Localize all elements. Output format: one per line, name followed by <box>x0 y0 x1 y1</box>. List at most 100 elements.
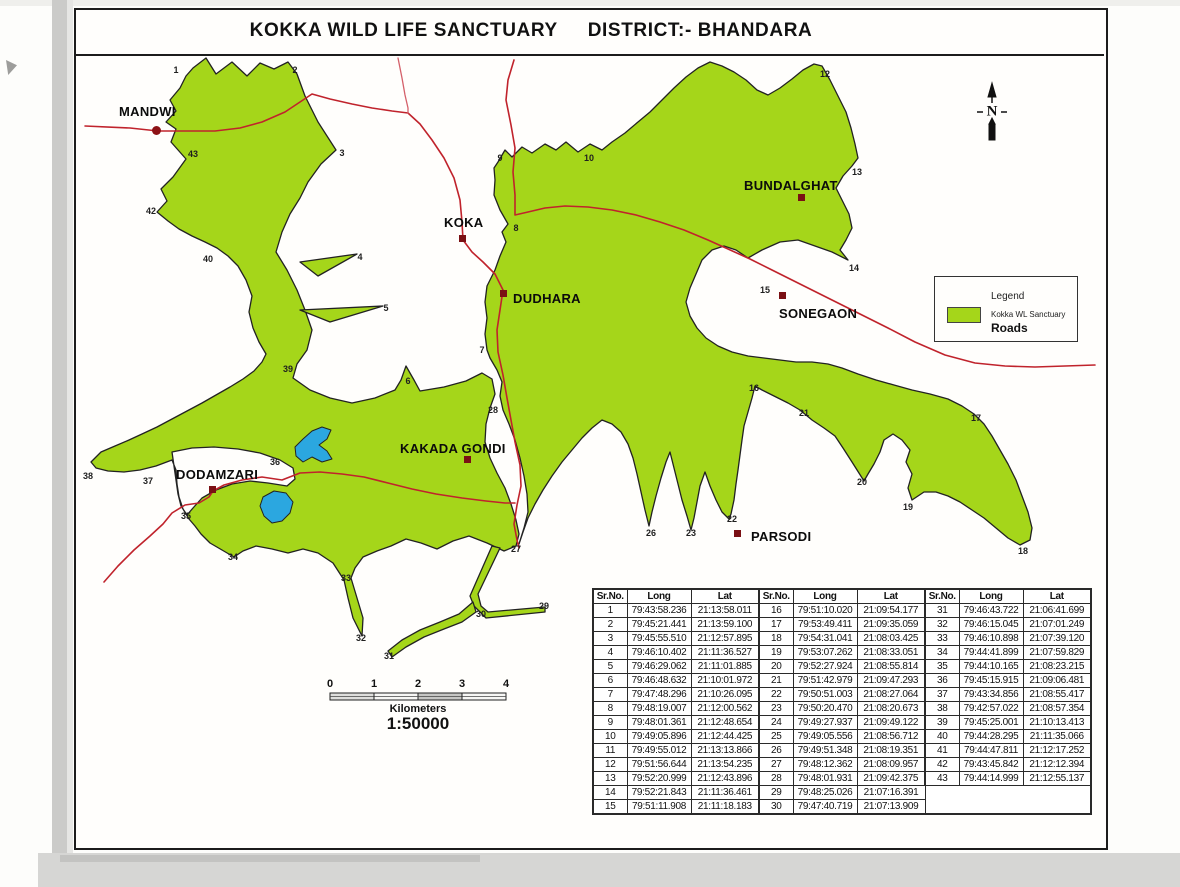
table-cell: 20 <box>758 659 794 674</box>
table-cell: 21:11:36.461 <box>690 785 760 800</box>
place-marker-dudhara <box>500 290 507 297</box>
table-cell: 79:44:28.295 <box>958 729 1024 744</box>
table-cell: 79:51:11.908 <box>626 799 692 815</box>
table-cell: 30 <box>758 799 794 815</box>
table-cell: 21:08:19.351 <box>856 743 926 758</box>
table-cell: 21:08:03.425 <box>856 631 926 646</box>
table-cell: 26 <box>758 743 794 758</box>
table-cell: 14 <box>592 785 628 800</box>
table-cell: 79:48:25.026 <box>792 785 858 800</box>
place-label-dudhara: DUDHARA <box>513 291 581 306</box>
scale-bar <box>329 692 507 701</box>
sanctuary-sliver-south <box>469 545 546 619</box>
table-cell: 79:45:15.915 <box>958 673 1024 688</box>
table-cell <box>925 800 959 815</box>
table-cell <box>1023 786 1091 800</box>
table-cell: 25 <box>758 729 794 744</box>
scale-tick-label: 1 <box>370 678 378 690</box>
sanctuary-polygon-west <box>90 57 520 637</box>
boundary-point-number: 42 <box>145 206 157 216</box>
boundary-point-number: 13 <box>851 167 863 177</box>
table-cell: 79:49:05.556 <box>792 729 858 744</box>
boundary-point-number: 26 <box>645 528 657 538</box>
table-cell <box>959 786 1023 800</box>
table-cell: 21:12:12.394 <box>1022 757 1092 772</box>
boundary-point-number: 21 <box>798 408 810 418</box>
road-branch <box>397 57 409 114</box>
legend-roads-label: Roads <box>991 321 1028 335</box>
boundary-point-number: 27 <box>510 544 522 554</box>
table-cell: 21:09:35.059 <box>856 617 926 632</box>
table-cell: 21:11:35.066 <box>1022 729 1092 744</box>
table-cell <box>1023 800 1091 815</box>
map-title-bar: KOKKA WILD LIFE SANCTUARY DISTRICT:- BHAN… <box>74 8 1104 56</box>
scan-artifact <box>67 0 73 887</box>
boundary-point-number: 19 <box>902 502 914 512</box>
boundary-point-number: 30 <box>475 609 487 619</box>
table-header-cell: Long <box>792 588 858 604</box>
scale-tick-label: 3 <box>458 678 466 690</box>
boundary-point-number: 39 <box>282 364 294 374</box>
table-cell: 21:13:59.100 <box>690 617 760 632</box>
lake <box>259 490 294 524</box>
place-label-koka: KOKA <box>444 215 484 230</box>
scan-artifact <box>0 0 1180 6</box>
scale-ratio-label: 1:50000 <box>386 714 450 733</box>
table-cell: 18 <box>758 631 794 646</box>
table-cell: 29 <box>758 785 794 800</box>
table-cell: 79:49:27.937 <box>792 715 858 730</box>
boundary-point-number: 36 <box>269 457 281 467</box>
table-cell: 79:46:10.402 <box>626 645 692 660</box>
boundary-point-number: 3 <box>339 148 345 158</box>
table-cell: 79:52:27.924 <box>792 659 858 674</box>
table-cell: 79:43:45.842 <box>958 757 1024 772</box>
place-marker-bundalghat <box>798 194 805 201</box>
table-cell: 21:10:13.413 <box>1022 715 1092 730</box>
boundary-point-number: 23 <box>685 528 697 538</box>
table-header-cell: Long <box>958 588 1024 604</box>
place-label-sonegaon: SONEGAON <box>779 306 858 321</box>
place-label-bundalghat: BUNDALGHAT <box>744 178 838 193</box>
north-label: N <box>986 103 998 120</box>
scale-unit-label: Kilometers <box>389 703 447 715</box>
place-marker-sonegaon <box>779 292 786 299</box>
table-cell: 21:08:23.215 <box>1022 659 1092 674</box>
table-cell: 79:52:21.843 <box>626 785 692 800</box>
table-cell: 21:11:36.527 <box>690 645 760 660</box>
table-cell: 79:44:47.811 <box>958 743 1024 758</box>
table-cell: 13 <box>592 771 628 786</box>
table-cell: 21:09:49.122 <box>856 715 926 730</box>
boundary-point-number: 38 <box>82 471 94 481</box>
table-cell: 35 <box>924 659 960 674</box>
table-cell: 21:11:01.885 <box>690 659 760 674</box>
table-cell: 21 <box>758 673 794 688</box>
scan-artifact <box>60 855 480 862</box>
legend-box: Legend Kokka WL Sanctuary Roads <box>934 276 1078 342</box>
table-cell: 79:46:43.722 <box>958 603 1024 618</box>
table-cell: 79:49:51.348 <box>792 743 858 758</box>
scale-tick-label: 0 <box>326 678 334 690</box>
table-cell: 79:43:58.236 <box>626 603 692 618</box>
table-cell: 11 <box>592 743 628 758</box>
table-cell: 10 <box>592 729 628 744</box>
table-cell: 79:45:21.441 <box>626 617 692 632</box>
boundary-point-number: 1 <box>173 65 179 75</box>
table-cell: 79:51:10.020 <box>792 603 858 618</box>
table-cell: 79:48:01.361 <box>626 715 692 730</box>
page-title: KOKKA WILD LIFE SANCTUARY DISTRICT:- BHAN… <box>249 20 813 41</box>
table-cell: 39 <box>924 715 960 730</box>
sanctuary-polygon-east <box>484 61 1033 546</box>
table-cell: 21:12:17.252 <box>1022 743 1092 758</box>
table-cell: 79:46:48.632 <box>626 673 692 688</box>
table-cell: 21:07:13.909 <box>856 799 926 815</box>
table-cell: 79:45:25.001 <box>958 715 1024 730</box>
table-cell: 41 <box>924 743 960 758</box>
boundary-point-number: 29 <box>538 601 550 611</box>
table-cell: 79:49:05.896 <box>626 729 692 744</box>
table-cell: 79:44:41.899 <box>958 645 1024 660</box>
table-cell: 21:12:57.895 <box>690 631 760 646</box>
table-cell: 17 <box>758 617 794 632</box>
north-arrow-icon <box>977 81 1007 141</box>
table-cell: 1 <box>592 603 628 618</box>
